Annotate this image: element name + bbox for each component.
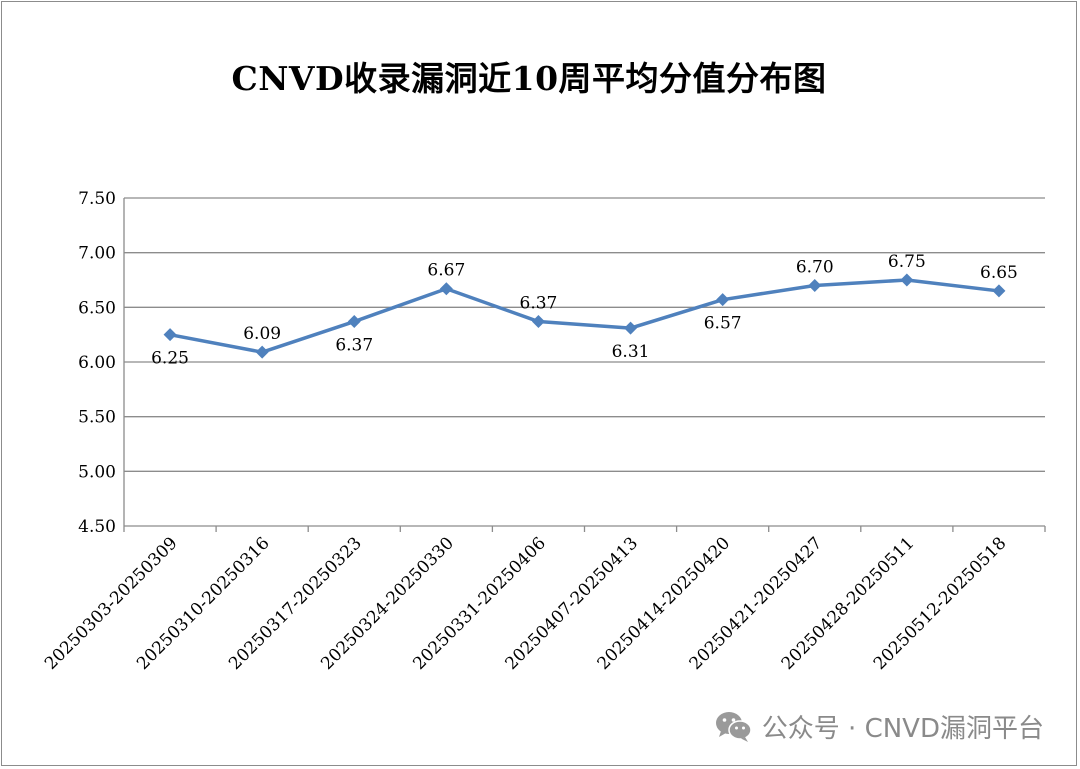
data-label: 6.65 bbox=[980, 263, 1018, 283]
data-label: 6.67 bbox=[427, 261, 465, 281]
data-point-marker bbox=[347, 315, 361, 329]
series bbox=[163, 273, 1006, 359]
data-label: 6.70 bbox=[796, 257, 834, 277]
y-tick-label: 4.50 bbox=[78, 517, 116, 537]
data-label: 6.09 bbox=[243, 324, 281, 344]
data-point-marker bbox=[255, 345, 269, 359]
data-point-marker bbox=[163, 328, 177, 342]
y-tick-label: 5.50 bbox=[78, 408, 116, 428]
data-labels: 6.25 6.09 6.37 6.67 6.37 6.31 6.57 6.70 6.75 6.65 bbox=[151, 252, 1018, 369]
data-label: 6.25 bbox=[151, 349, 189, 369]
data-point-marker bbox=[992, 284, 1006, 298]
data-label: 6.37 bbox=[520, 294, 558, 314]
chart-title: CNVD收录漏洞近10周平均分值分布图 bbox=[231, 59, 827, 98]
data-label: 6.37 bbox=[335, 336, 373, 356]
y-tick-label: 5.00 bbox=[78, 462, 116, 482]
y-tick-label: 6.50 bbox=[78, 298, 116, 318]
wechat-icon bbox=[715, 712, 752, 742]
watermark: 公众号 · CNVD漏洞平台 bbox=[714, 706, 1044, 746]
data-point-marker bbox=[716, 293, 730, 307]
watermark-text: 公众号 · CNVD漏洞平台 bbox=[761, 713, 1044, 744]
y-tick-label: 7.00 bbox=[78, 244, 116, 264]
y-tick-label: 6.00 bbox=[78, 353, 116, 373]
data-point-marker bbox=[808, 278, 822, 292]
y-tick-label: 7.50 bbox=[78, 189, 116, 209]
series-line bbox=[169, 278, 1000, 354]
data-point-marker bbox=[900, 273, 914, 287]
gridlines bbox=[124, 197, 1045, 527]
data-label: 6.31 bbox=[612, 342, 650, 362]
data-label: 6.57 bbox=[704, 314, 742, 334]
data-label: 6.75 bbox=[888, 252, 926, 272]
data-point-marker bbox=[439, 282, 453, 296]
data-point-marker bbox=[624, 321, 638, 335]
data-point-marker bbox=[531, 315, 545, 329]
